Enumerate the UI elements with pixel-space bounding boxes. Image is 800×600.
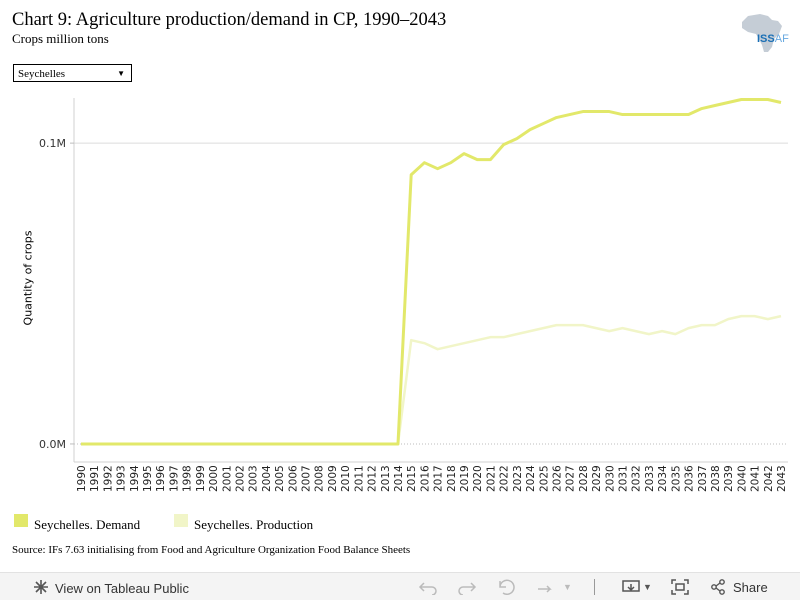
share-label: Share [733, 579, 768, 595]
x-tick-label: 2010 [340, 465, 352, 492]
x-tick-label: 2013 [380, 465, 392, 492]
x-tick-label: 2026 [551, 465, 563, 492]
x-tick-label: 2033 [644, 465, 656, 492]
redo-button[interactable] [457, 579, 477, 595]
legend-swatch-production [174, 514, 188, 527]
x-tick-label: 2032 [631, 465, 643, 492]
x-tick-label: 2028 [578, 465, 590, 492]
dropdown-arrow-icon: ▼ [117, 69, 125, 78]
x-tick-label: 2020 [472, 465, 484, 492]
x-tick-label: 2029 [591, 465, 603, 492]
x-tick-label: 2001 [221, 465, 233, 492]
revert-icon [499, 579, 515, 595]
x-tick-label: 2015 [406, 465, 418, 492]
x-tick-label: 2042 [763, 465, 775, 492]
x-tick-label: 2038 [710, 465, 722, 492]
toolbar-divider [594, 579, 595, 595]
axis-layer: 0.0M 0.1M 1990 1991 1992 1993 1994 1995 1996 1997… [39, 98, 788, 492]
download-icon [622, 580, 640, 592]
x-tick-label: 2006 [287, 465, 299, 492]
legend-swatch-demand [14, 514, 28, 527]
x-tick-label: 1998 [182, 465, 194, 492]
share-icon [711, 579, 725, 595]
download-button[interactable]: ▼ [622, 579, 652, 595]
x-tick-label: 1995 [142, 465, 154, 492]
logo-text-main: ISS [757, 33, 775, 45]
x-tick-label: 2040 [736, 465, 748, 492]
x-tick-label: 2008 [314, 465, 326, 492]
x-tick-label: 2004 [261, 465, 273, 492]
x-tick-label: 2019 [459, 465, 471, 492]
revert-button[interactable] [496, 579, 516, 595]
x-tick-label: 2018 [446, 465, 458, 492]
grid-layer [74, 142, 788, 445]
legend-label-production: Seychelles. Production [194, 517, 314, 532]
chart-subtitle: Crops million tons [12, 31, 109, 46]
x-tick-label: 1992 [102, 465, 114, 492]
x-tick-label: 1997 [168, 465, 180, 492]
x-tick-label: 1994 [129, 465, 141, 492]
x-tick-label: 2030 [604, 465, 616, 492]
x-tick-label: 2007 [301, 465, 313, 492]
x-tick-label: 2016 [419, 465, 431, 492]
redo-icon [458, 582, 477, 595]
country-filter-dropdown[interactable]: Seychelles ▼ [13, 64, 132, 82]
y-tick-label: 0.0M [39, 438, 66, 451]
x-tick-label: 2021 [485, 465, 497, 492]
x-tick-label: 2024 [525, 465, 537, 492]
tableau-toolbar: View on Tableau Public ▼ ▼ Share [0, 572, 800, 600]
x-tick-label: 2000 [208, 465, 220, 492]
chart-title: Chart 9: Agriculture production/demand i… [12, 10, 447, 30]
x-tick-label: 2017 [433, 465, 445, 492]
country-filter-value: Seychelles [18, 68, 66, 80]
x-tick-label: 1991 [89, 465, 101, 492]
x-tick-label: 2012 [367, 465, 379, 492]
legend-label-demand: Seychelles. Demand [34, 517, 141, 532]
x-tick-label: 2041 [750, 465, 762, 492]
x-tick-label: 1999 [195, 465, 207, 492]
line-chart: 0.0M 0.1M 1990 1991 1992 1993 1994 1995 1996 1997… [39, 98, 788, 492]
x-tick-label: 2031 [618, 465, 630, 492]
source-note: Source: IFs 7.63 initialising from Food … [12, 544, 411, 556]
tableau-logo-icon [33, 579, 49, 598]
download-dropdown-icon: ▼ [643, 582, 652, 592]
refresh-button[interactable]: ▼ [535, 579, 572, 595]
x-tick-label: 2034 [657, 465, 669, 492]
fullscreen-button[interactable] [671, 579, 689, 595]
x-tick-label: 2003 [248, 465, 260, 492]
x-tick-label: 2036 [684, 465, 696, 492]
refresh-dropdown-icon: ▼ [563, 582, 572, 592]
x-tick-label: 2043 [776, 465, 788, 492]
fullscreen-icon [671, 579, 689, 595]
series-layer [81, 98, 782, 446]
view-on-tableau-link[interactable]: View on Tableau Public [33, 579, 189, 598]
x-tick-label: 1996 [155, 465, 167, 492]
series-line-demand [81, 98, 782, 446]
africa-map-icon [742, 14, 782, 52]
x-tick-label: 1990 [76, 465, 88, 492]
series-line-production [81, 314, 782, 446]
share-button[interactable]: Share [710, 579, 768, 595]
x-tick-label: 2023 [512, 465, 524, 492]
x-tick-label: 2009 [327, 465, 339, 492]
x-tick-label: 1993 [116, 465, 128, 492]
x-tick-label: 2005 [274, 465, 286, 492]
x-tick-label: 2014 [393, 465, 405, 492]
x-tick-label: 2025 [538, 465, 550, 492]
x-tick-label: 2002 [234, 465, 246, 492]
view-on-tableau-label: View on Tableau Public [55, 581, 189, 596]
x-tick-label: 2039 [723, 465, 735, 492]
x-tick-label: 2037 [697, 465, 709, 492]
x-tick-label: 2022 [499, 465, 511, 492]
x-tick-label: 2035 [670, 465, 682, 492]
refresh-icon [538, 585, 552, 593]
undo-icon [418, 582, 437, 595]
y-tick-label: 0.1M [39, 137, 66, 150]
x-tick-label: 2011 [353, 465, 365, 492]
logo-text-light: AF [774, 33, 789, 45]
x-tick-label: 2027 [565, 465, 577, 492]
undo-button[interactable] [418, 579, 438, 595]
